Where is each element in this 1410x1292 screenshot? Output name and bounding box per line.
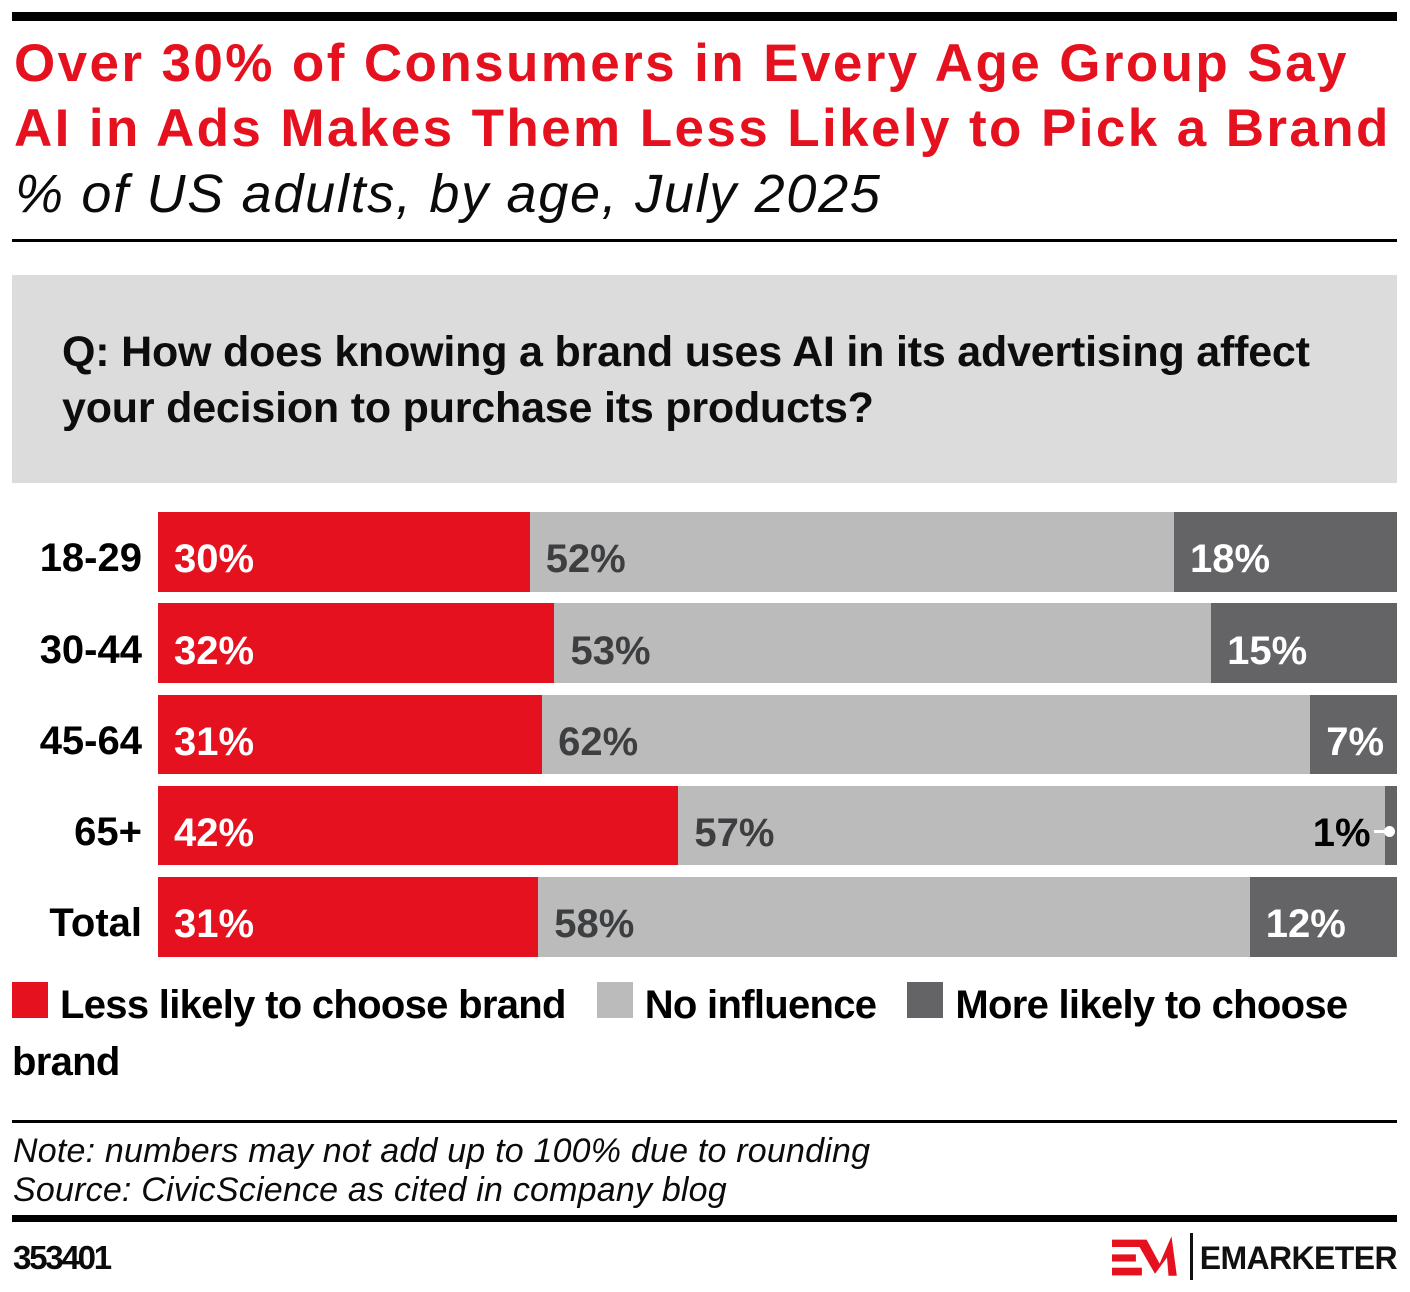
category-label: 18-29: [39, 536, 142, 581]
callout-dot: [1383, 825, 1395, 837]
segment: 42%: [158, 785, 679, 866]
segment: 62%: [542, 694, 1311, 775]
bar-row-18-29: 18-29 30% 52% 18%: [0, 512, 1397, 592]
segment: 31%: [158, 694, 543, 775]
value-label: 42%: [174, 811, 255, 856]
segment: 52%: [529, 512, 1174, 592]
legend: Less likely to choose brand No influence M…: [12, 977, 1402, 1090]
category-label: 45-64: [39, 718, 142, 763]
logo-separator: [1190, 1233, 1193, 1280]
bar-65+: 42% 57% 1%: [158, 785, 1397, 866]
bar-45-64: 31% 62% 7%: [158, 694, 1397, 775]
category-label: 30-44: [39, 627, 142, 672]
chart-subtitle: % of US adults, by age, July 2025: [15, 164, 882, 224]
legend-item-more-likely: More likely to choose brand: [12, 982, 1348, 1084]
value-label: 31%: [174, 902, 255, 947]
value-label: 12%: [1265, 902, 1346, 947]
bar-row-Total: Total 31% 58% 12%: [0, 877, 1397, 957]
emarketer-logo-mark-icon: [1112, 1236, 1177, 1276]
bar-18-29: 30% 52% 18%: [158, 512, 1397, 592]
notes: Note: numbers may not add up to 100% due…: [13, 1132, 870, 1209]
value-label-callout: 1%: [1312, 811, 1371, 856]
value-label: 15%: [1227, 628, 1308, 673]
chart-id: 353401: [13, 1239, 112, 1276]
legend-label: More likely to choose brand: [12, 983, 1348, 1084]
chart-title: Over 30% of Consumers in Every Age Group…: [14, 34, 1391, 158]
legend-item-no-influence: No influence: [596, 982, 908, 1027]
value-label: 30%: [174, 537, 255, 582]
value-label: 32%: [174, 628, 255, 673]
value-label: 57%: [694, 811, 775, 856]
bar-row-45-64: 45-64 31% 62% 7%: [0, 694, 1397, 775]
note-line: Note: numbers may not add up to 100% due…: [13, 1132, 871, 1170]
segment: 53%: [554, 603, 1212, 683]
bar-Total: 31% 58% 12%: [158, 877, 1397, 957]
segment: 15%: [1211, 603, 1397, 683]
category-label: 65+: [74, 810, 142, 855]
legend-swatch-more-likely: [907, 982, 944, 1018]
value-label: 7%: [1326, 719, 1385, 764]
source-line: Source: CivicScience as cited in company…: [13, 1170, 727, 1209]
notes-rule: [12, 1120, 1397, 1123]
segment: 18%: [1173, 512, 1397, 592]
value-label: 18%: [1189, 537, 1271, 582]
legend-item-less-likely: Less likely to choose brand: [12, 982, 597, 1027]
category-label: Total: [49, 901, 142, 946]
legend-swatch-no-influence: [596, 982, 633, 1018]
legend-swatch-less-likely: [12, 982, 48, 1018]
segment: 31%: [158, 877, 539, 957]
legend-label: Less likely to choose brand: [60, 983, 566, 1027]
footer-rule: [12, 1215, 1397, 1222]
segment: 12%: [1249, 877, 1397, 957]
segment: 58%: [538, 877, 1250, 957]
segment: 32%: [158, 603, 555, 683]
segment: 57% 1%: [678, 785, 1395, 866]
value-label: 62%: [558, 719, 639, 764]
emarketer-logo: EMARKETER: [1111, 1233, 1398, 1283]
question-box: Q: How does knowing a brand uses AI in i…: [12, 275, 1397, 483]
bar-30-44: 32% 53% 15%: [158, 603, 1397, 683]
top-rule: [12, 12, 1397, 21]
legend-label: No influence: [644, 983, 877, 1027]
value-label: 58%: [554, 902, 635, 947]
bar-row-30-44: 30-44 32% 53% 15%: [0, 603, 1397, 683]
value-label: 31%: [174, 719, 255, 764]
segment: 7%: [1310, 694, 1397, 775]
callout-line: [1373, 829, 1390, 833]
logo-wordmark: EMARKETER: [1199, 1240, 1398, 1276]
header-rule: [12, 239, 1397, 242]
value-label: 52%: [545, 537, 626, 582]
value-label: 53%: [570, 628, 651, 673]
segment: 30%: [158, 512, 530, 592]
question-text: Q: How does knowing a brand uses AI in i…: [62, 328, 1310, 432]
bar-row-65+: 65+ 42% 57% 1%: [0, 785, 1397, 866]
